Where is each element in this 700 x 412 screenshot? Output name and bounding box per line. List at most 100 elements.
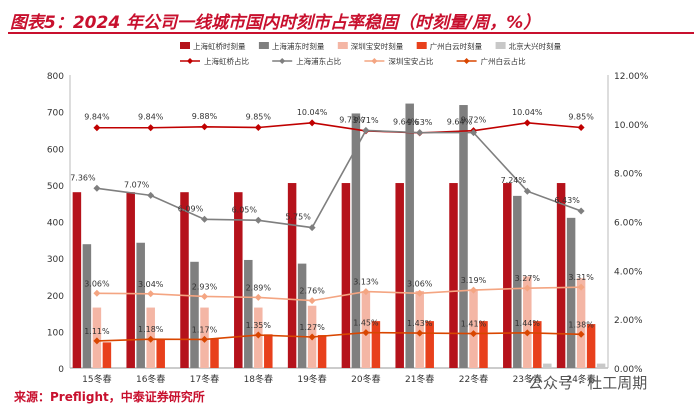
y-tick-label-right: 2.00% [614, 316, 643, 326]
bar-1 [234, 192, 243, 368]
bar-2 [566, 217, 576, 368]
bar-4 [425, 321, 434, 368]
bar-1 [341, 183, 351, 368]
line-1-data-label: 9.85% [246, 112, 272, 121]
bar-2 [351, 113, 361, 368]
line-3-data-label: 3.06% [84, 279, 110, 288]
line-4-marker [577, 330, 585, 338]
line-3-data-label: 3.31% [568, 273, 594, 282]
line-2-data-label: 7.36% [70, 173, 96, 182]
line-1-marker [147, 124, 155, 132]
legend-label: 上海虹桥时刻量 [193, 41, 246, 51]
legend-marker [279, 58, 286, 64]
title-bar: 图表5：2024 年公司一线城市国内时刻市占率稳固（时刻量/周，%） [8, 6, 694, 34]
y-tick-label-right: 8.00% [614, 170, 643, 180]
legend-marker [371, 58, 378, 64]
line-3-marker [308, 297, 316, 305]
line-3-marker [416, 289, 424, 297]
source-note: 来源：Preflight，中泰证券研究所 [14, 390, 205, 404]
legend-label: 广州白云占比 [481, 56, 526, 66]
bar-2 [297, 263, 307, 368]
line-1 [96, 122, 582, 134]
line-3-data-label: 3.04% [138, 280, 164, 289]
legend-label: 上海浦东占比 [296, 56, 341, 66]
line-2-data-label: 6.43% [554, 196, 580, 205]
y-tick-label-left: 500 [47, 182, 64, 192]
bar-1 [503, 183, 512, 368]
legend-marker [187, 58, 193, 64]
bar-2 [136, 242, 145, 368]
line-4-marker [416, 329, 424, 337]
line-4-marker [308, 333, 316, 341]
y-tick-label-left: 200 [47, 292, 64, 302]
legend-label: 广州白云时刻量 [430, 41, 483, 51]
line-3-data-label: 2.93% [192, 282, 218, 291]
x-tick-label: 20冬春 [351, 373, 380, 385]
line-2-marker [254, 216, 262, 224]
line-2-marker [201, 215, 208, 223]
bar-2 [405, 103, 414, 368]
line-2-marker [523, 187, 531, 195]
line-4-marker [254, 331, 262, 339]
line-1-marker [93, 124, 101, 132]
y-tick-label-right: 10.00% [614, 121, 649, 131]
y-tick-label-left: 300 [47, 255, 64, 265]
line-4-marker [362, 329, 370, 337]
watermark: 公众号 · 杜工周期 [528, 374, 648, 392]
line-3-marker [201, 292, 208, 300]
bar-1 [449, 183, 458, 368]
bar-2 [513, 195, 522, 368]
line-3-data-label: 2.76% [299, 287, 325, 296]
line-1-data-label: 9.88% [192, 112, 218, 121]
legend-swatch [416, 42, 427, 49]
line-4-marker [93, 337, 101, 345]
bar-2 [82, 244, 92, 368]
line-1-marker [201, 123, 208, 131]
bar-3 [469, 289, 478, 368]
line-2-data-label: 5.75% [285, 213, 311, 222]
line-1-marker [523, 119, 531, 127]
legend-label: 上海虹桥占比 [204, 56, 249, 66]
line-2 [96, 129, 582, 229]
line-2-marker [577, 207, 585, 215]
x-tick-label: 23冬春 [513, 373, 542, 385]
legend-marker [463, 58, 470, 64]
y-tick-label-left: 600 [47, 145, 64, 155]
line-2-data-label: 7.24% [501, 176, 527, 185]
legend-swatch [180, 42, 190, 49]
bar-1 [72, 192, 82, 368]
line-4-data-label: 1.41% [461, 320, 487, 329]
line-4 [96, 331, 582, 342]
bar-2 [244, 259, 253, 368]
line-3-marker [577, 283, 585, 291]
bar-5 [543, 363, 552, 368]
bar-4 [264, 334, 273, 368]
bar-1 [556, 183, 566, 368]
line-4-data-label: 1.11% [84, 327, 110, 336]
bar-1 [126, 192, 135, 368]
legend-label: 北京大兴时刻量 [509, 41, 562, 51]
bar-4 [156, 338, 165, 368]
bar-4 [210, 338, 219, 368]
line-2-marker [308, 224, 316, 232]
y-tick-label-left: 700 [47, 109, 64, 119]
line-3-marker [147, 290, 155, 298]
line-1-marker [577, 123, 585, 131]
line-3-marker [362, 288, 370, 296]
line-4-data-label: 1.27% [299, 323, 325, 332]
x-tick-label: 16冬春 [136, 373, 165, 385]
x-tick-label: 24冬春 [566, 373, 595, 385]
legend-label: 深圳宝安时刻量 [351, 41, 404, 51]
line-1-data-label: 9.84% [138, 113, 164, 122]
line-4-marker [201, 335, 208, 343]
y-tick-label-right: 6.00% [614, 219, 643, 229]
line-4-data-label: 1.43% [407, 319, 433, 328]
line-1-data-label: 9.72% [461, 116, 487, 125]
line-1-data-label: 10.04% [297, 108, 328, 117]
line-3-marker [523, 284, 531, 292]
line-2-data-label: 7.07% [124, 180, 150, 189]
line-2-data-label: 6.09% [178, 204, 204, 213]
y-tick-label-right: 4.00% [614, 267, 643, 277]
x-tick-label: 15冬春 [82, 373, 111, 385]
